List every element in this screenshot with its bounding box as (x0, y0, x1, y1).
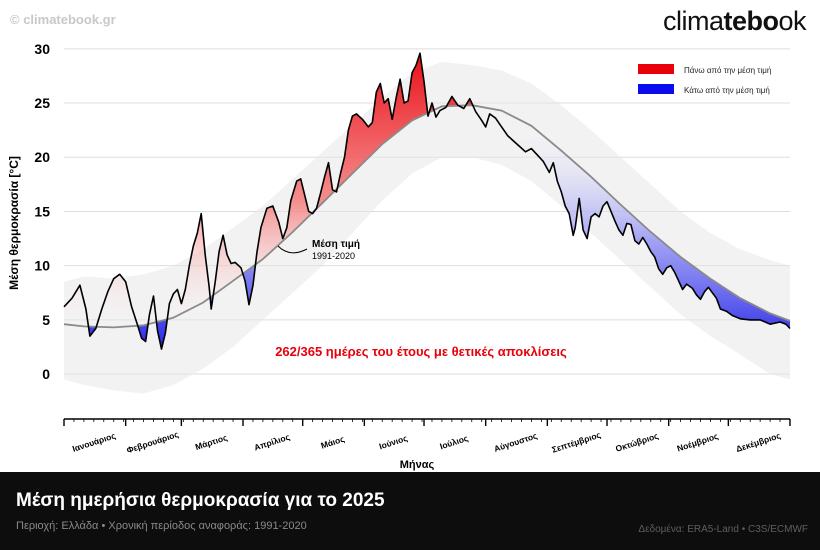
legend: Πάνω από την μέση τιμή Κάτω από την μέση… (638, 64, 771, 95)
mean-annotation: Μέση τιμή 1991-2020 (277, 239, 360, 261)
mean-period: 1991-2020 (312, 251, 355, 261)
month-label: Απρίλιος (253, 431, 292, 452)
watermark: © climatebook.gr (10, 12, 116, 27)
brand-part-tail: ok (778, 6, 806, 36)
y-tick-label: 15 (34, 203, 50, 219)
footer-title: Μέση ημερήσια θερμοκρασία για το 2025 (16, 490, 385, 511)
legend-label-above: Πάνω από την μέση τιμή (684, 66, 771, 75)
month-label: Νοέμβριος (676, 431, 720, 454)
x-axis: Ιανουάριος Φεβρουάριος Μάρτιος Απρίλιος Μάιο… (63, 418, 791, 455)
y-tick-label: 30 (34, 41, 50, 57)
days-annotation: 262/365 ημέρες του έτους με θετικές αποκ… (275, 344, 567, 359)
y-tick-label: 5 (42, 312, 50, 328)
legend-swatch-below (638, 84, 674, 94)
y-axis-label: Μέση θερμοκρασία [°C] (7, 156, 21, 290)
month-label: Αύγουστος (493, 430, 539, 454)
x-axis-label: Μήνας (400, 459, 435, 471)
legend-label-below: Κάτω από την μέση τιμή (684, 86, 770, 95)
y-axis: 0 5 10 15 20 25 30 (34, 41, 50, 382)
month-label: Ιούλιος (438, 433, 469, 452)
y-tick-label: 20 (34, 149, 50, 165)
y-tick-label: 25 (34, 95, 50, 111)
legend-swatch-above (638, 64, 674, 74)
brand-part-bold: tebo (723, 6, 779, 36)
footer-source: Δεδομένα: ERA5-Land • C3S/ECMWF (638, 524, 808, 535)
month-label: Ιανουάριος (71, 430, 117, 454)
daily-2025-line (63, 52, 791, 350)
month-label: Σεπτέμβριος (550, 429, 602, 454)
month-label: Μάιος (319, 433, 346, 450)
brand-logo: climatebook (662, 6, 807, 37)
footer: Μέση ημερήσια θερμοκρασία για το 2025 Πε… (0, 472, 820, 550)
range-band (64, 61, 790, 394)
month-label: Μάρτιος (194, 432, 229, 452)
temperature-chart: 0 5 10 15 20 25 30 Ιανουάριος Φεβρουάριος Μάρτιο… (7, 41, 791, 471)
month-label: Οκτώβριος (614, 430, 660, 453)
month-label: Δεκέμβριος (735, 430, 783, 454)
y-tick-label: 0 (42, 366, 50, 382)
month-label: Φεβρουάριος (125, 429, 180, 455)
footer-subtitle: Περιοχή: Ελλάδα • Χρονική περίοδος αναφο… (16, 520, 307, 532)
month-label: Ιούνιος (378, 433, 409, 452)
brand-part-light: clima (662, 6, 724, 36)
mean-label: Μέση τιμή (312, 239, 360, 250)
y-tick-label: 10 (34, 258, 50, 274)
mean-annotation-arrow (277, 245, 308, 254)
